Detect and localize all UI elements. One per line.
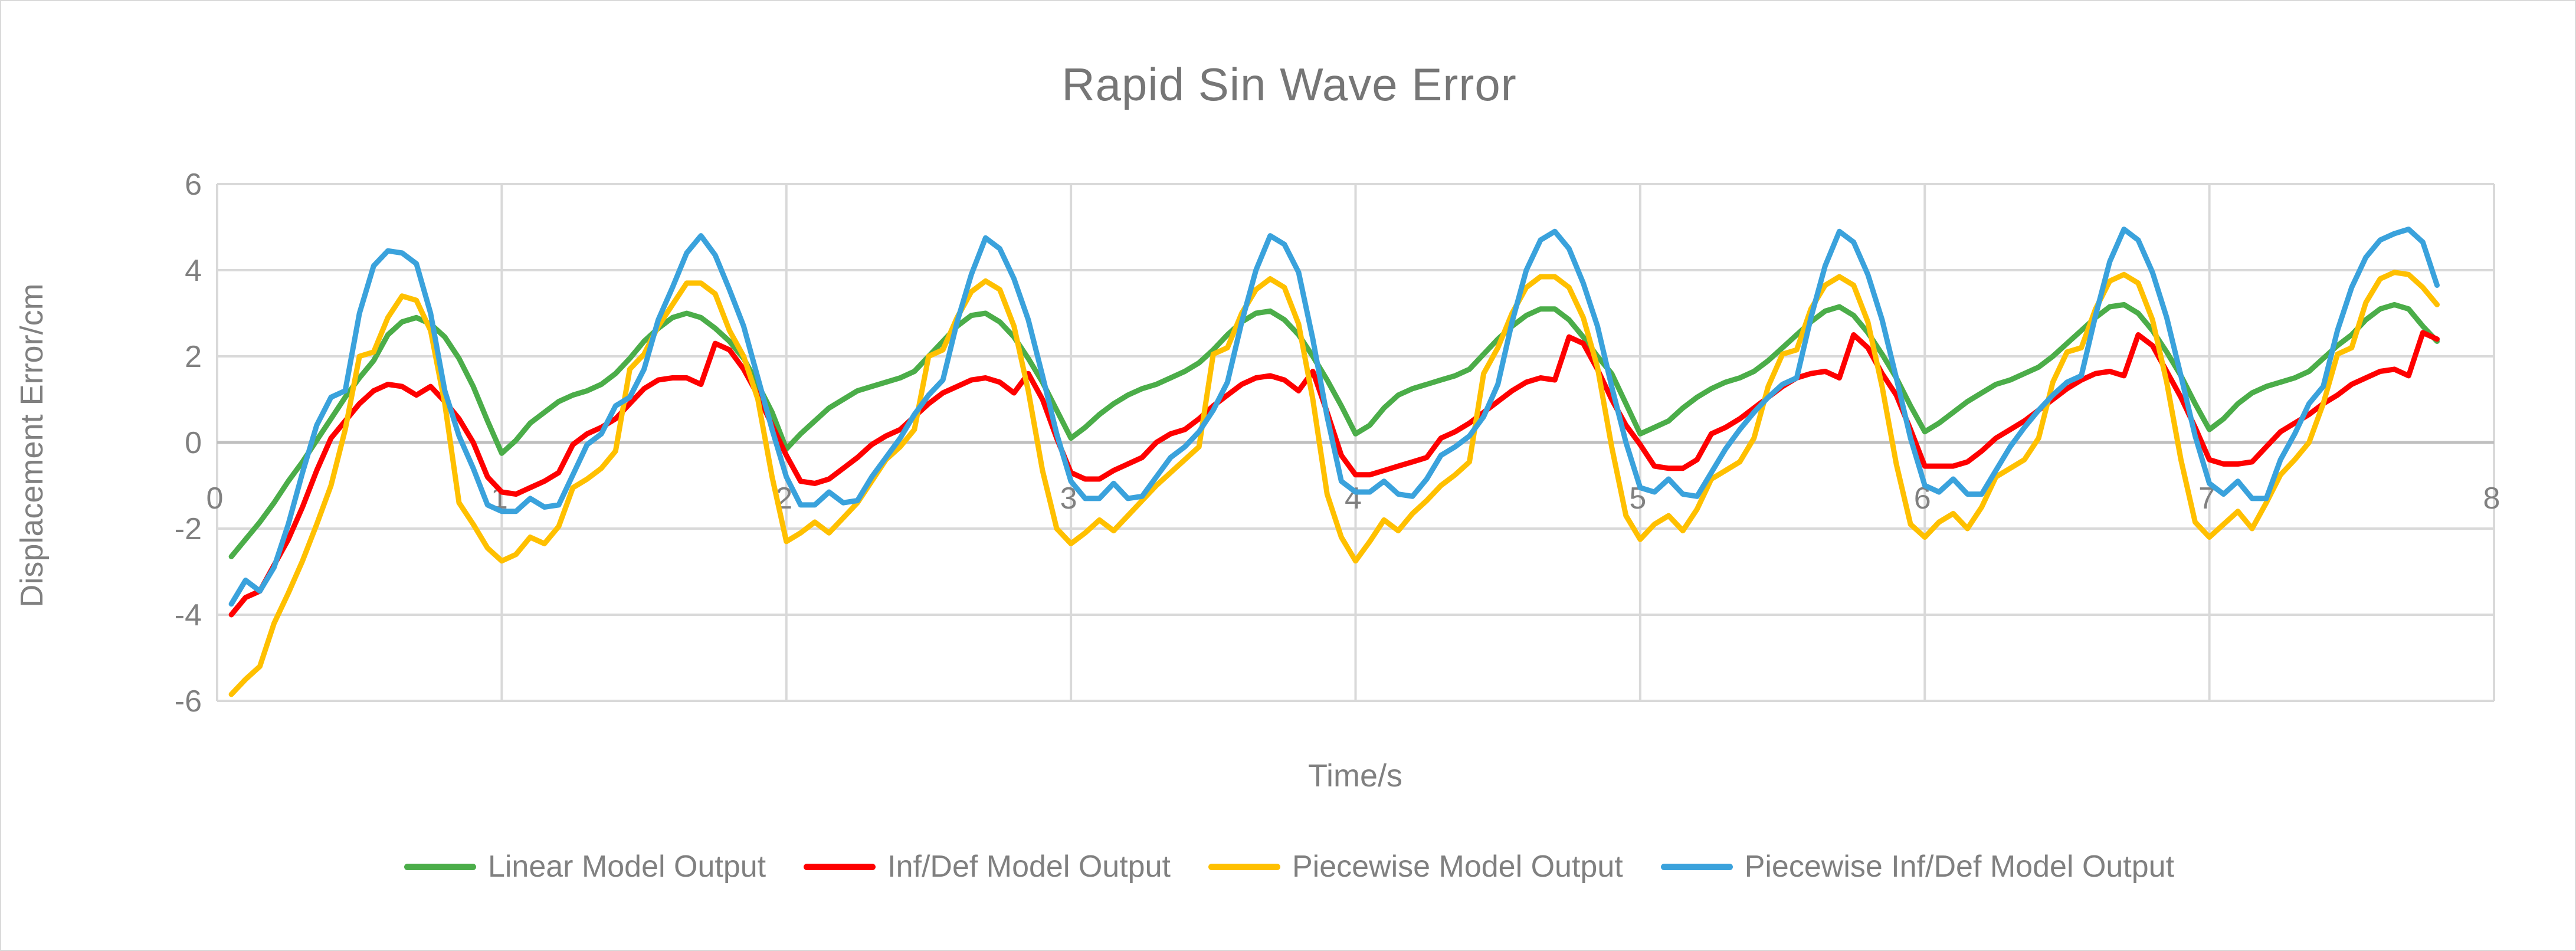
legend-line-swatch bbox=[404, 863, 476, 870]
legend-label: Linear Model Output bbox=[487, 850, 766, 884]
legend-label: Piecewise Inf/Def Model Output bbox=[1744, 850, 2175, 884]
series-line-linear-model-output[interactable] bbox=[228, 301, 2440, 559]
x-axis-title: Time/s bbox=[1308, 758, 1402, 793]
legend-line-swatch bbox=[1660, 863, 1733, 870]
legend-line-swatch bbox=[804, 863, 876, 870]
y-tick-label--2: -2 bbox=[175, 512, 202, 546]
x-tick-label-8: 8 bbox=[2483, 481, 2500, 516]
legend-label: Inf/Def Model Output bbox=[887, 850, 1171, 884]
series-line-piecewise-inf-def-model-output[interactable] bbox=[228, 227, 2440, 607]
x-tick-label-0: 0 bbox=[207, 481, 224, 516]
series-line-piecewise-model-output[interactable] bbox=[228, 270, 2440, 697]
y-tick-label-2: 2 bbox=[185, 340, 202, 374]
legend-label: Piecewise Model Output bbox=[1292, 850, 1623, 884]
y-tick-label--4: -4 bbox=[175, 598, 202, 632]
y-axis-title: Displacement Error/cm bbox=[14, 283, 50, 608]
y-tick-label-4: 4 bbox=[185, 254, 202, 288]
series-line-inf-def-model-output[interactable] bbox=[228, 330, 2440, 618]
legend-item: Piecewise Model Output bbox=[1208, 849, 1623, 884]
y-tick-label-0: 0 bbox=[185, 426, 202, 460]
y-tick-label--6: -6 bbox=[175, 684, 202, 719]
legend-item: Linear Model Output bbox=[404, 849, 766, 884]
legend-item: Piecewise Inf/Def Model Output bbox=[1660, 849, 2175, 884]
legend-line-swatch bbox=[1208, 863, 1280, 870]
legend-item: Inf/Def Model Output bbox=[804, 849, 1171, 884]
chart-title: Rapid Sin Wave Error bbox=[1061, 58, 1517, 110]
y-tick-label-6: 6 bbox=[185, 168, 202, 202]
legend: Linear Model Output Inf/Def Model Output… bbox=[1, 834, 2575, 899]
